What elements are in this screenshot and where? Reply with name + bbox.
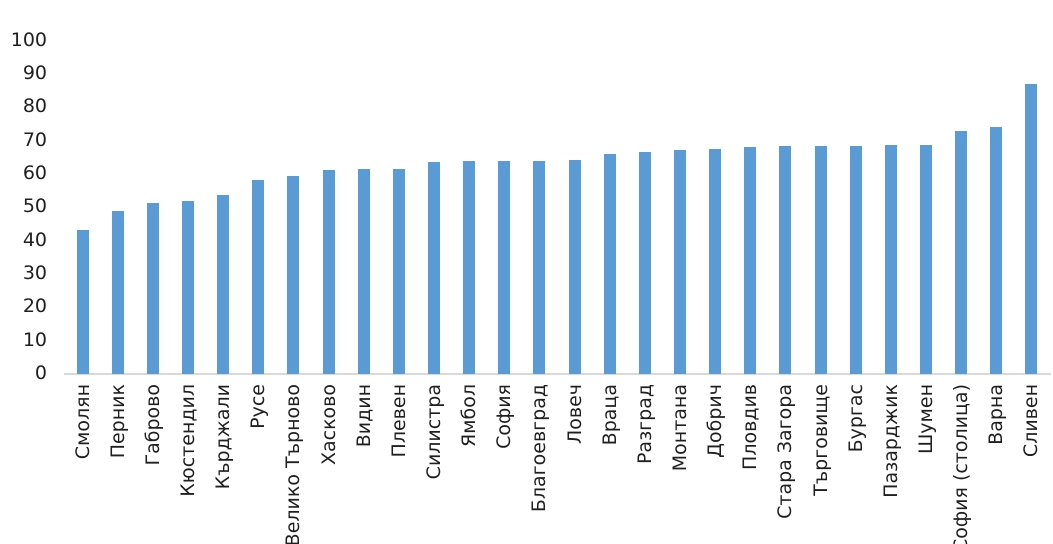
y-axis-tick-label: 100	[10, 28, 47, 51]
x-axis-category-label: Ловеч	[563, 384, 586, 445]
bar	[428, 162, 440, 374]
x-axis-category-label: Бургас	[844, 384, 867, 453]
x-axis-category-label: Кюстендил	[177, 384, 199, 497]
x-axis-category-label: Перник	[106, 384, 129, 459]
x-axis-category-label: София (столица)	[950, 384, 973, 544]
bar	[111, 211, 124, 374]
x-axis-category-label: Плевен	[387, 384, 410, 458]
x-axis-category-label: Пазарджик	[879, 384, 902, 498]
bar	[357, 169, 370, 374]
x-axis-category-label: Враца	[598, 384, 621, 446]
bar	[568, 159, 581, 374]
y-axis-tick-label: 30	[22, 261, 47, 284]
bar	[392, 168, 405, 374]
bar	[217, 195, 230, 374]
x-axis-category-label: Габрово	[141, 384, 164, 466]
bar	[463, 160, 476, 374]
bar	[1025, 84, 1038, 374]
x-axis-category-label: Пловдив	[739, 384, 762, 470]
bar	[76, 229, 89, 374]
bar	[498, 160, 511, 374]
bar	[779, 146, 792, 374]
x-axis-category-label: Хасково	[317, 384, 340, 466]
x-axis-category-label: Стара Загора	[774, 384, 797, 519]
x-axis-category-label: Шумен	[915, 384, 937, 455]
y-axis-tick-label: 70	[22, 128, 47, 151]
y-axis-tick-label: 80	[22, 95, 47, 118]
y-axis-tick-label: 40	[22, 228, 47, 251]
bar	[814, 146, 827, 374]
x-axis-category-label: Търговище	[809, 384, 832, 496]
x-axis-category-label: Русе	[247, 384, 270, 429]
x-axis-category-label: Велико Търново	[282, 384, 305, 544]
x-axis-category-label: Благоевград	[528, 384, 551, 513]
y-axis-tick-label: 60	[22, 161, 47, 184]
x-axis-category-label: София	[493, 384, 516, 449]
bar	[182, 201, 194, 374]
y-axis-tick-label: 10	[22, 328, 47, 351]
bar	[955, 130, 968, 374]
bar	[849, 146, 862, 374]
bar	[674, 150, 686, 374]
y-axis-tick-label: 90	[22, 61, 47, 84]
x-axis-category-label: Монтана	[669, 384, 691, 472]
bar	[146, 202, 159, 374]
x-axis-category-label: Смолян	[71, 384, 94, 460]
y-axis-tick-label: 50	[22, 195, 47, 218]
bar	[322, 170, 335, 374]
bar	[709, 149, 722, 374]
bar	[287, 176, 300, 374]
x-axis-category-label: Ямбол	[458, 384, 481, 448]
y-axis-tick-label: 20	[22, 295, 47, 318]
bar	[638, 152, 651, 374]
bar	[884, 145, 897, 374]
x-axis-category-label: Разград	[633, 384, 656, 465]
x-axis-category-label: Сливен	[1020, 384, 1043, 458]
y-axis-tick-label: 0	[34, 362, 47, 384]
bar	[990, 126, 1003, 374]
bar	[920, 145, 932, 374]
x-axis-category-label: Добрич	[704, 384, 727, 458]
bar	[533, 160, 546, 374]
bar	[252, 179, 265, 374]
bar	[603, 153, 616, 374]
x-axis-category-label: Кърджали	[212, 384, 235, 490]
x-axis-line	[64, 373, 1051, 375]
x-axis-category-label: Варна	[985, 384, 1008, 445]
x-axis-category-label: Видин	[352, 384, 375, 448]
x-axis-category-label: Силистра	[423, 384, 445, 480]
bar	[744, 146, 757, 374]
